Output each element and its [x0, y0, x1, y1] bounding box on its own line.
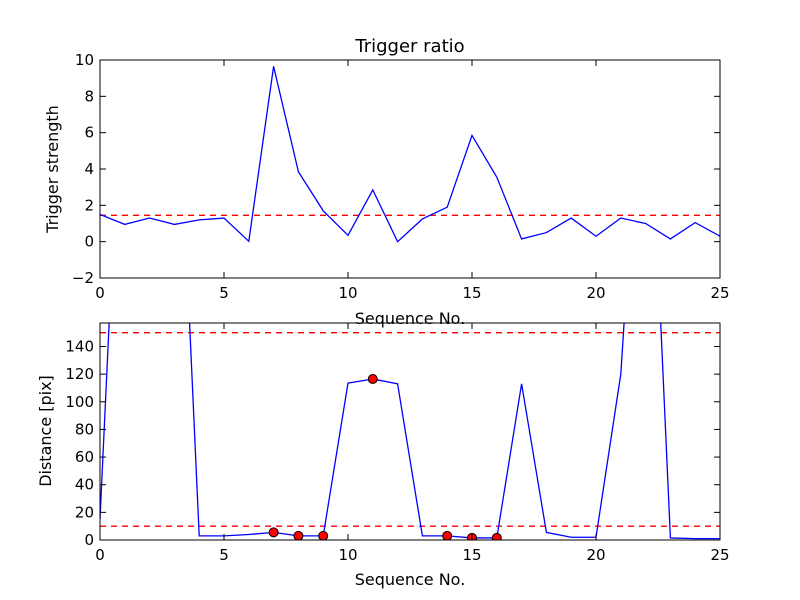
data-point-marker	[268, 527, 279, 538]
x-tick-label: 20	[586, 284, 605, 302]
y-tick-label: 60	[75, 448, 94, 466]
x-tick-label: 20	[586, 546, 605, 564]
y-axis-label: Trigger strength	[43, 105, 62, 234]
plot-area	[100, 66, 720, 243]
series-line	[100, 66, 720, 243]
tick-group: 0 5 10 15 20 25 0 20 40 60 80 100 120 140	[65, 323, 730, 564]
x-tick-label: 5	[219, 546, 229, 564]
x-tick-label: 15	[462, 284, 481, 302]
distance-chart: 0 5 10 15 20 25 0 20 40 60 80 100 120 140 Sequence No…	[36, 322, 730, 589]
data-point-marker	[318, 530, 329, 540]
y-axis-label: Distance [pix]	[36, 375, 55, 487]
y-tick-label: 4	[84, 160, 94, 178]
y-tick-label: 2	[84, 196, 94, 214]
x-tick-label: 25	[710, 284, 729, 302]
data-point-marker	[491, 532, 502, 540]
data-point-marker	[293, 530, 304, 540]
series-line	[100, 323, 720, 540]
x-tick-label: 15	[462, 546, 481, 564]
x-tick-label: 25	[710, 546, 729, 564]
y-tick-label: 120	[65, 365, 94, 383]
axes-frame	[99, 59, 721, 279]
y-tick-label: 80	[75, 420, 94, 438]
chart-title: Trigger ratio	[354, 36, 464, 57]
y-tick-label: 20	[75, 503, 94, 521]
x-tick-label: 0	[95, 284, 105, 302]
y-tick-label: 0	[84, 531, 94, 549]
x-tick-label: 5	[219, 284, 229, 302]
y-tick-label: 10	[75, 51, 94, 69]
y-tick-label: −2	[72, 269, 94, 287]
y-tick-label: 100	[65, 393, 94, 411]
axes-frame	[99, 322, 721, 541]
plot-area	[100, 323, 720, 540]
x-tick-label: 0	[95, 546, 105, 564]
x-tick-label: 10	[338, 284, 357, 302]
data-point-marker	[442, 530, 453, 540]
y-tick-label: 8	[84, 87, 94, 105]
y-tick-label: 140	[65, 337, 94, 355]
data-point-marker	[367, 373, 378, 384]
x-tick-label: 10	[338, 546, 357, 564]
y-tick-label: 0	[84, 233, 94, 251]
y-tick-label: 40	[75, 476, 94, 494]
x-axis-label: Sequence No.	[355, 570, 466, 589]
y-tick-label: 6	[84, 124, 94, 142]
x-axis-label: Sequence No.	[355, 309, 466, 328]
